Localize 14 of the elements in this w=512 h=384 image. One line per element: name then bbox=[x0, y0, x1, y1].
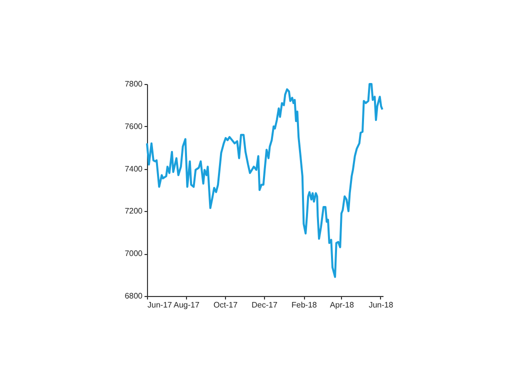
y-tick-label: 7000 bbox=[124, 249, 144, 258]
y-tick-label: 7400 bbox=[124, 164, 144, 174]
y-tick-label: 7200 bbox=[124, 206, 144, 216]
y-tick-label: 6800 bbox=[124, 292, 144, 300]
y-tick-label: 7600 bbox=[124, 122, 144, 131]
y-tick-label: 7800 bbox=[124, 80, 144, 88]
x-tick-label: Feb-18 bbox=[292, 300, 318, 310]
x-tick-label: Dec-17 bbox=[252, 300, 278, 310]
x-tick-label: Apr-18 bbox=[330, 300, 354, 310]
x-tick-label: Jun-18 bbox=[368, 300, 394, 310]
x-tick-label: Aug-17 bbox=[174, 300, 200, 310]
x-tick-label: Oct-17 bbox=[214, 300, 238, 310]
line-series bbox=[146, 83, 384, 278]
x-tick-label: Jun-17 bbox=[148, 300, 173, 310]
